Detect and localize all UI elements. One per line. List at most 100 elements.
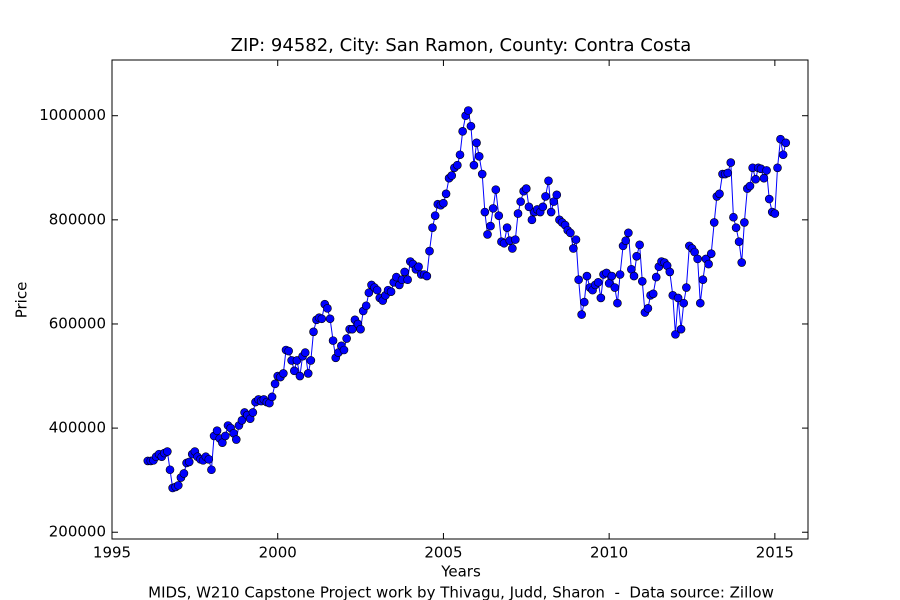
marker [289,366,299,376]
marker [726,158,736,167]
marker [637,276,647,286]
marker [778,150,788,160]
marker [284,346,293,356]
marker [723,168,733,178]
marker [607,271,617,281]
marker [317,314,327,324]
marker [295,371,305,381]
marker [579,297,589,307]
marker [569,244,578,253]
marker [184,457,194,467]
y-tick-label: 200000 [49,523,106,541]
marker [267,392,277,402]
marker [596,293,606,303]
marker [729,212,738,222]
marker [386,287,396,296]
y-axis-label: Price [13,282,31,319]
marker [709,218,719,227]
marker [204,455,214,464]
marker [613,298,622,308]
marker [472,138,481,148]
marker [624,228,633,238]
marker [577,310,586,319]
marker [455,150,465,160]
marker [715,189,724,199]
x-tick-label: 2000 [259,544,297,562]
marker [502,223,512,232]
chart-title: ZIP: 94582, City: San Ramon, County: Con… [231,35,692,56]
marker [441,189,451,199]
marker [731,223,741,232]
marker [463,106,473,115]
marker [248,408,258,417]
marker [425,246,434,256]
marker [306,356,316,365]
marker [552,190,562,200]
marker [566,228,575,238]
marker [231,435,241,444]
y-tick-label: 800000 [49,210,106,228]
marker [751,174,760,184]
marker [698,275,708,285]
marker [693,254,702,264]
marker [372,285,382,295]
marker [303,369,313,378]
marker [546,207,556,217]
footer: MIDS, W210 Capstone Project work by Thiv… [148,584,774,600]
marker [759,173,769,183]
marker [762,166,771,175]
marker [635,240,644,250]
x-tick-label: 2015 [756,544,794,562]
marker [704,259,713,269]
y-tick-label: 1000000 [39,106,106,124]
marker [571,235,581,244]
marker [673,293,683,303]
marker [610,283,620,292]
marker [309,327,318,337]
marker [364,288,374,298]
marker [511,235,520,244]
marker [458,127,467,136]
marker [414,262,423,271]
y-tick-label: 600000 [49,314,106,332]
marker [582,271,592,281]
x-axis-label: Years [440,563,481,581]
marker [676,324,686,334]
marker [593,278,603,287]
marker [648,289,658,299]
marker [764,194,774,204]
marker [682,283,691,292]
x-tick-label: 1995 [93,544,131,562]
marker [430,211,440,220]
marker [513,209,523,218]
marker [643,304,653,313]
marker [173,481,183,490]
marker [706,249,716,258]
marker [325,314,335,324]
marker [508,244,517,253]
marker [541,192,550,201]
marker [521,184,531,193]
marker [422,271,432,281]
marker [615,270,625,279]
marker [356,324,365,334]
marker [361,301,371,311]
marker [665,267,675,277]
marker [469,160,479,170]
marker [400,267,409,277]
marker [737,258,747,267]
marker [447,171,457,180]
marker [212,426,222,436]
marker [342,334,351,343]
plot-frame [111,59,809,540]
marker [671,330,680,339]
marker [695,298,705,308]
marker [527,215,537,225]
marker [163,447,172,456]
marker [323,304,332,313]
marker [745,181,755,191]
marker [279,369,288,378]
marker [483,230,492,239]
marker [428,223,437,232]
